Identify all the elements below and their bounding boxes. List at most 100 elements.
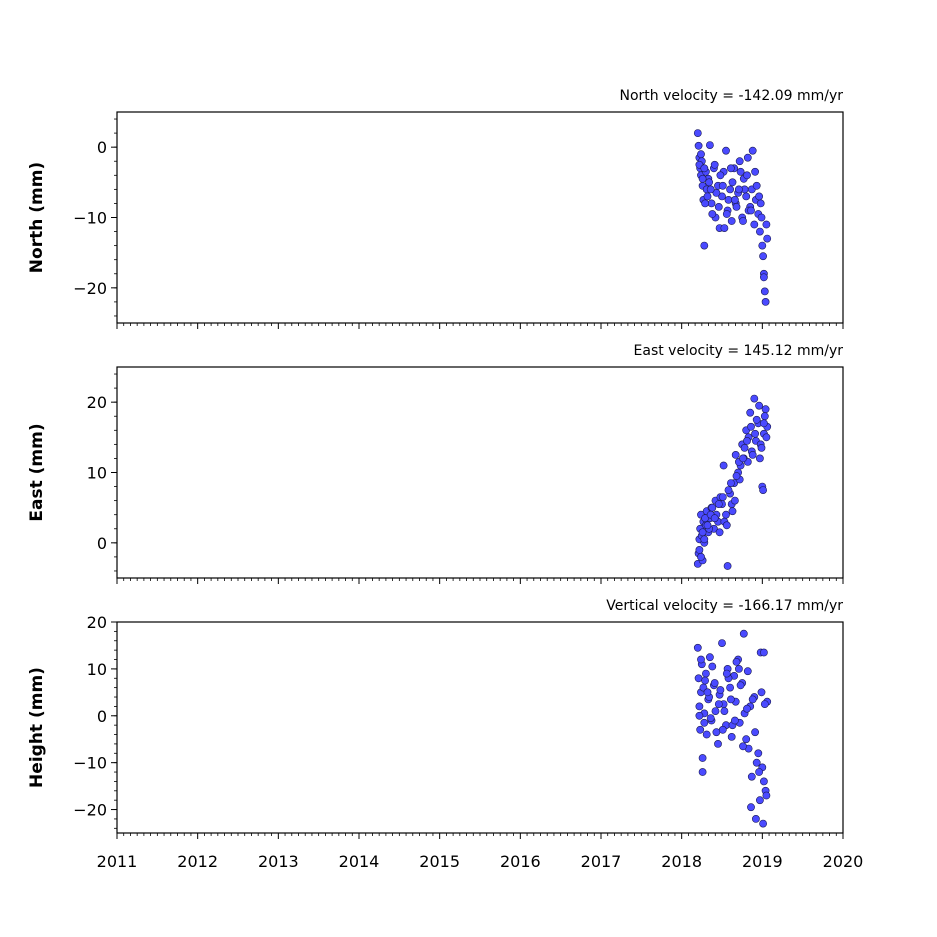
north-point: [700, 241, 709, 250]
east-point: [756, 454, 764, 463]
height-point: [701, 676, 709, 685]
east-y-tick-label: 10: [87, 464, 107, 483]
x-tick-label: 2011: [97, 852, 138, 871]
height-point: [732, 658, 741, 666]
east-point: [724, 486, 733, 494]
height-point: [739, 742, 747, 751]
height-point: [702, 669, 710, 678]
height-point: [722, 669, 731, 678]
height-point: [718, 725, 727, 734]
height-point: [743, 704, 751, 713]
x-tick-label: 2014: [339, 852, 380, 871]
east-point: [727, 479, 735, 487]
height-y-tick-label: 20: [87, 613, 107, 632]
north-point: [701, 199, 709, 208]
height-y-tick-label: 10: [87, 660, 107, 679]
north-point: [722, 146, 730, 155]
x-tick-label: 2020: [823, 852, 864, 871]
east-point: [732, 472, 741, 480]
height-y-tick-label: −20: [73, 801, 107, 820]
height-point: [759, 819, 767, 828]
east-y-tick-label: 20: [87, 393, 107, 412]
height-point: [698, 754, 707, 762]
height-point: [760, 700, 769, 708]
east-point: [718, 493, 727, 501]
north-point: [712, 188, 721, 197]
north-point: [739, 217, 747, 225]
north-point: [705, 178, 713, 187]
east-point: [701, 514, 709, 523]
height-point: [748, 695, 757, 704]
north-point: [743, 153, 752, 162]
north-point: [694, 141, 703, 150]
height-point: [693, 643, 702, 652]
east-point: [743, 436, 751, 445]
east-point: [731, 450, 740, 459]
north-point: [742, 192, 751, 201]
height-panel: 2011 2012 2013 2014 2015 2016 2017 2018 2019 2020…: [27, 598, 863, 871]
height-point: [754, 749, 763, 758]
x-tick-label: 2016: [500, 852, 541, 871]
height-point: [736, 681, 745, 690]
north-point: [760, 273, 768, 282]
north-points: [693, 129, 772, 306]
north-point: [756, 227, 764, 236]
height-point: [698, 768, 707, 776]
east-point: [697, 553, 705, 561]
height-point: [694, 674, 703, 683]
north-point: [727, 164, 735, 173]
north-point: [722, 210, 731, 218]
height-y-tick-label: −10: [73, 754, 107, 773]
east-axes-frame: [116, 366, 844, 579]
east-point: [748, 450, 757, 459]
x-tick-label: 2017: [581, 852, 622, 871]
east-y-tick-label: 0: [97, 534, 107, 553]
height-point: [739, 629, 748, 638]
east-point: [700, 535, 709, 544]
height-point: [714, 700, 723, 708]
east-points: [693, 394, 772, 570]
height-point: [700, 718, 709, 727]
north-y-tick-label: 0: [97, 138, 107, 157]
east-point: [714, 500, 723, 508]
north-point: [736, 167, 745, 176]
north-point: [703, 192, 712, 201]
north-velocity-title: North velocity = -142.09 mm/yr: [620, 88, 844, 104]
height-point: [756, 796, 764, 805]
east-point: [710, 514, 719, 523]
height-point: [760, 648, 768, 657]
north-point: [735, 185, 743, 194]
north-point: [726, 185, 734, 194]
north-point: [755, 192, 763, 201]
x-tick-label: 2013: [258, 852, 299, 871]
height-point: [696, 725, 705, 734]
east-point: [740, 443, 749, 452]
height-point: [726, 683, 734, 692]
height-point: [706, 653, 714, 662]
north-panel: 0 −10 −20 North velocity = -142.09 mm/yr Nor…: [27, 88, 844, 329]
north-point: [700, 164, 709, 173]
north-point: [747, 206, 755, 215]
height-point: [706, 714, 715, 722]
height-point: [752, 758, 761, 767]
east-point: [750, 394, 759, 403]
east-point: [695, 546, 704, 554]
east-point: [731, 496, 739, 505]
north-point: [750, 220, 759, 229]
east-point: [757, 443, 766, 452]
east-point: [752, 415, 761, 424]
north-point: [751, 167, 759, 176]
x-tick-label: 2015: [419, 852, 460, 871]
east-point: [728, 507, 737, 516]
height-point: [727, 695, 735, 704]
height-point: [751, 728, 759, 737]
height-point: [727, 733, 736, 741]
north-point: [716, 171, 725, 180]
x-tick-label: 2012: [177, 852, 218, 871]
east-point: [759, 486, 767, 494]
north-y-tick-label: −10: [73, 209, 107, 228]
east-point: [722, 510, 730, 519]
east-point: [751, 429, 759, 438]
north-point: [759, 252, 767, 261]
north-point: [708, 210, 717, 218]
